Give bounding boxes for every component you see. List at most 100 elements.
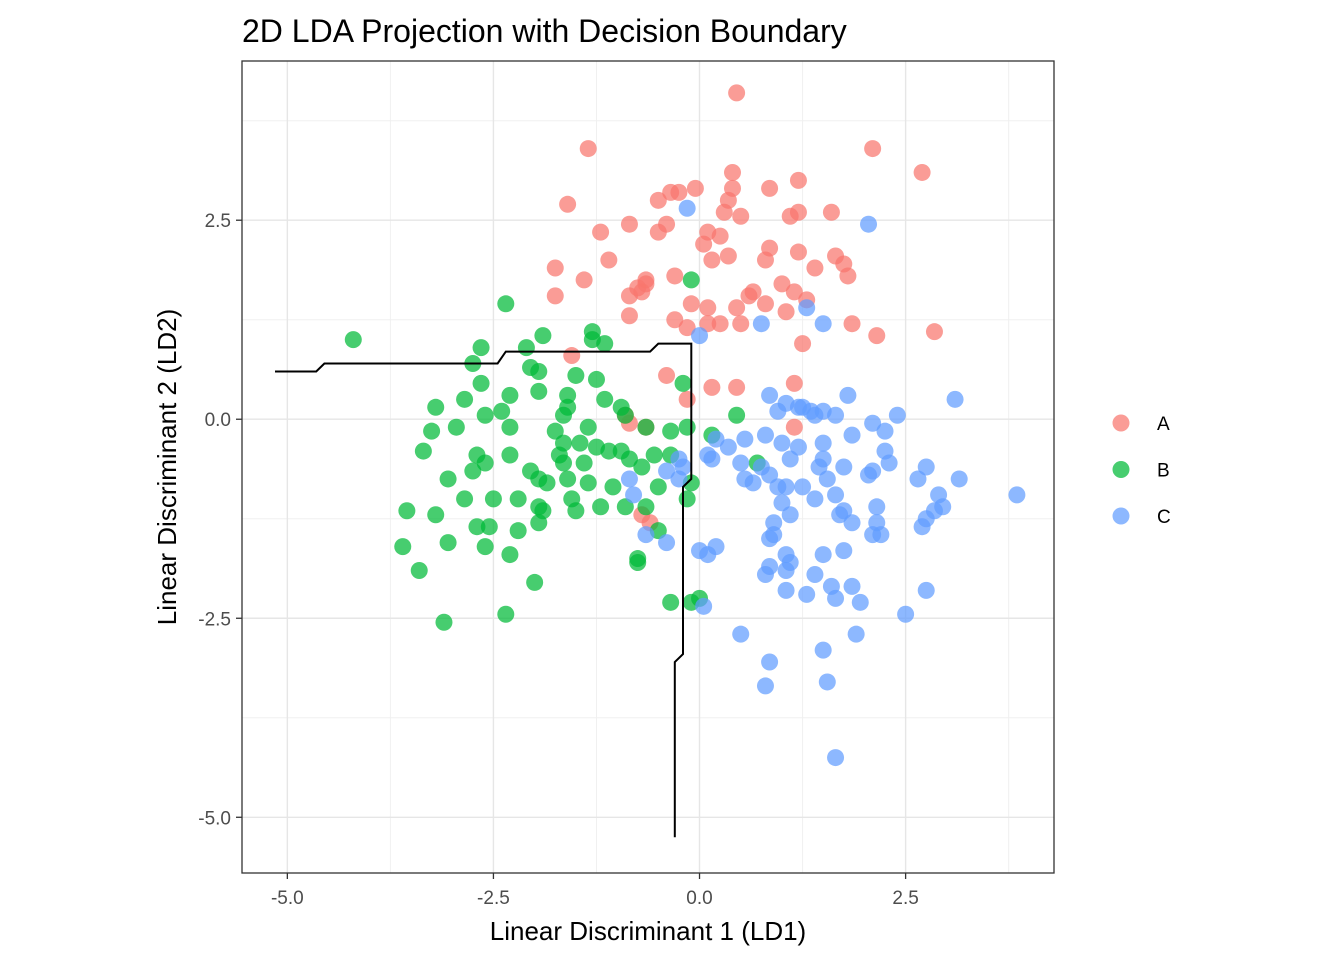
data-point-B <box>579 418 597 436</box>
data-point-C <box>946 390 964 408</box>
data-point-B <box>456 490 474 508</box>
data-point-C <box>761 386 779 404</box>
data-point-A <box>711 315 729 333</box>
data-point-C <box>781 506 799 524</box>
data-point-A <box>563 347 581 365</box>
data-point-C <box>814 434 832 452</box>
data-point-C <box>814 641 832 659</box>
x-tick-label: 0.0 <box>686 888 712 909</box>
y-tick-label: -5.0 <box>198 808 231 829</box>
data-point-B <box>583 331 601 349</box>
data-point-B <box>439 470 457 488</box>
data-point-C <box>625 486 643 504</box>
data-point-B <box>592 498 610 516</box>
data-point-C <box>839 386 857 404</box>
data-point-A <box>649 191 667 209</box>
data-point-C <box>806 565 824 583</box>
data-point-C <box>917 581 935 599</box>
data-point-C <box>761 466 779 484</box>
data-point-A <box>794 335 812 353</box>
data-point-B <box>567 366 585 384</box>
data-point-C <box>789 438 807 456</box>
data-point-A <box>546 287 564 305</box>
data-point-B <box>394 538 412 556</box>
data-point-A <box>620 215 638 233</box>
legend-key-A <box>1112 414 1130 432</box>
data-point-C <box>806 490 824 508</box>
data-point-C <box>827 589 845 607</box>
data-point-B <box>596 390 614 408</box>
data-point-A <box>728 84 746 102</box>
data-point-C <box>847 625 865 643</box>
data-point-B <box>633 458 651 476</box>
data-point-C <box>794 478 812 496</box>
data-point-A <box>723 163 741 181</box>
y-axis-title: Linear Discriminant 2 (LD2) <box>152 309 182 625</box>
data-point-C <box>752 315 770 333</box>
data-point-B <box>456 390 474 408</box>
data-point-B <box>472 339 490 357</box>
data-point-A <box>620 307 638 325</box>
data-point-A <box>761 179 779 197</box>
x-tick-label: 2.5 <box>892 888 918 909</box>
data-point-B <box>662 593 680 611</box>
data-point-C <box>756 677 774 695</box>
data-point-C <box>835 458 853 476</box>
data-point-B <box>497 295 515 313</box>
data-point-C <box>827 486 845 504</box>
data-point-A <box>620 287 638 305</box>
data-point-C <box>678 199 696 217</box>
data-point-A <box>719 247 737 265</box>
data-point-B <box>468 518 486 536</box>
data-point-C <box>781 450 799 468</box>
data-point-C <box>658 462 676 480</box>
data-point-C <box>843 577 861 595</box>
data-point-B <box>423 422 441 440</box>
data-point-C <box>1008 486 1026 504</box>
data-point-C <box>827 749 845 767</box>
data-point-C <box>719 438 737 456</box>
data-point-A <box>658 366 676 384</box>
data-point-C <box>777 561 795 579</box>
data-point-C <box>843 426 861 444</box>
data-point-A <box>913 163 931 181</box>
data-point-C <box>620 470 638 488</box>
data-point-B <box>678 490 696 508</box>
data-point-A <box>686 179 704 197</box>
data-point-B <box>476 454 494 472</box>
data-point-C <box>773 434 791 452</box>
data-point-A <box>728 378 746 396</box>
data-point-B <box>604 478 622 496</box>
data-point-B <box>476 538 494 556</box>
data-point-C <box>810 458 828 476</box>
data-point-A <box>756 251 774 269</box>
data-point-A <box>806 259 824 277</box>
data-point-B <box>616 406 634 424</box>
decision-boundary-line <box>275 342 693 838</box>
x-tick-label: -2.5 <box>477 888 510 909</box>
data-point-A <box>839 267 857 285</box>
data-point-C <box>831 506 849 524</box>
data-point-C <box>756 426 774 444</box>
data-point-B <box>682 271 700 289</box>
data-point-C <box>814 315 832 333</box>
data-point-A <box>711 227 729 245</box>
data-point-A <box>744 283 762 301</box>
x-axis-ticks: -5.0 -2.5 0.0 2.5 <box>271 873 919 909</box>
data-point-B <box>662 422 680 440</box>
data-point-B <box>472 374 490 392</box>
data-point-B <box>427 506 445 524</box>
panel-border <box>241 60 1055 874</box>
data-point-B <box>637 418 655 436</box>
data-point-C <box>777 581 795 599</box>
data-point-A <box>546 259 564 277</box>
data-point-B <box>534 327 552 345</box>
data-point-A <box>682 295 700 313</box>
data-point-C <box>777 478 795 496</box>
data-point-B <box>637 498 655 516</box>
data-point-A <box>785 374 803 392</box>
data-point-C <box>880 454 898 472</box>
data-point-B <box>427 398 445 416</box>
data-point-B <box>530 382 548 400</box>
data-point-A <box>575 271 593 289</box>
